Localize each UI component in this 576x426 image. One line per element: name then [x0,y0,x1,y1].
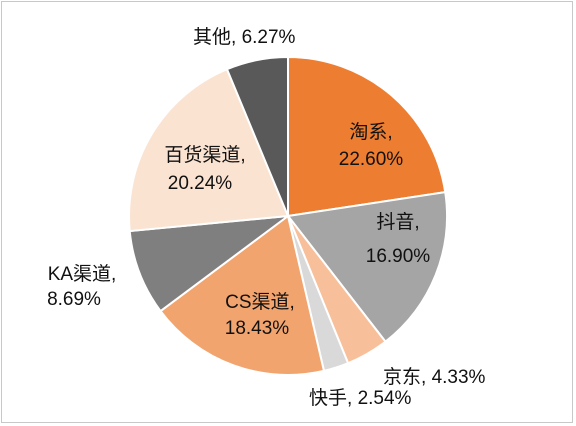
slice-label-name-0: 淘系, [349,121,392,143]
slice-label-2: 京东, 4.33% [383,366,486,388]
pie-slice-6 [128,67,290,233]
slice-label-sep-3: , [347,388,358,409]
pie-slice-0 [287,55,447,218]
pie-slice-5 [128,214,292,313]
slice-label-value-0: 22.60% [339,149,404,170]
slice-label-name-4: CS渠道, [225,291,295,313]
slice-label-value-3: 2.54% [358,388,412,409]
slice-label-7: 其他, 6.27% [193,26,296,48]
slice-label-name-2: 京东 [383,366,421,388]
pie-slice-7 [225,55,289,217]
slice-label-name-3: 快手 [309,387,347,409]
slice-label-name-5: KA渠道, [48,263,117,285]
slice-label-3: 快手, 2.54% [309,387,412,409]
slice-label-value-2: 4.33% [432,367,486,388]
slice-label-sep-7: , [231,27,242,48]
pie-slice-1 [286,190,448,344]
slice-label-value-6: 20.24% [168,173,233,194]
slice-label-value-7: 6.27% [242,27,296,48]
slice-label-name-1: 抖音, [376,211,419,233]
pie-slices [128,55,448,376]
slice-label-sep-2: , [421,367,432,388]
slice-label-value-1: 16.90% [366,246,431,267]
slice-label-name-6: 百货渠道, [164,144,245,166]
slice-label-value-4: 18.43% [225,318,290,339]
slice-label-value-5: 8.69% [47,289,101,310]
slice-label-name-7: 其他 [193,26,231,48]
pie-slice-4 [159,214,326,376]
